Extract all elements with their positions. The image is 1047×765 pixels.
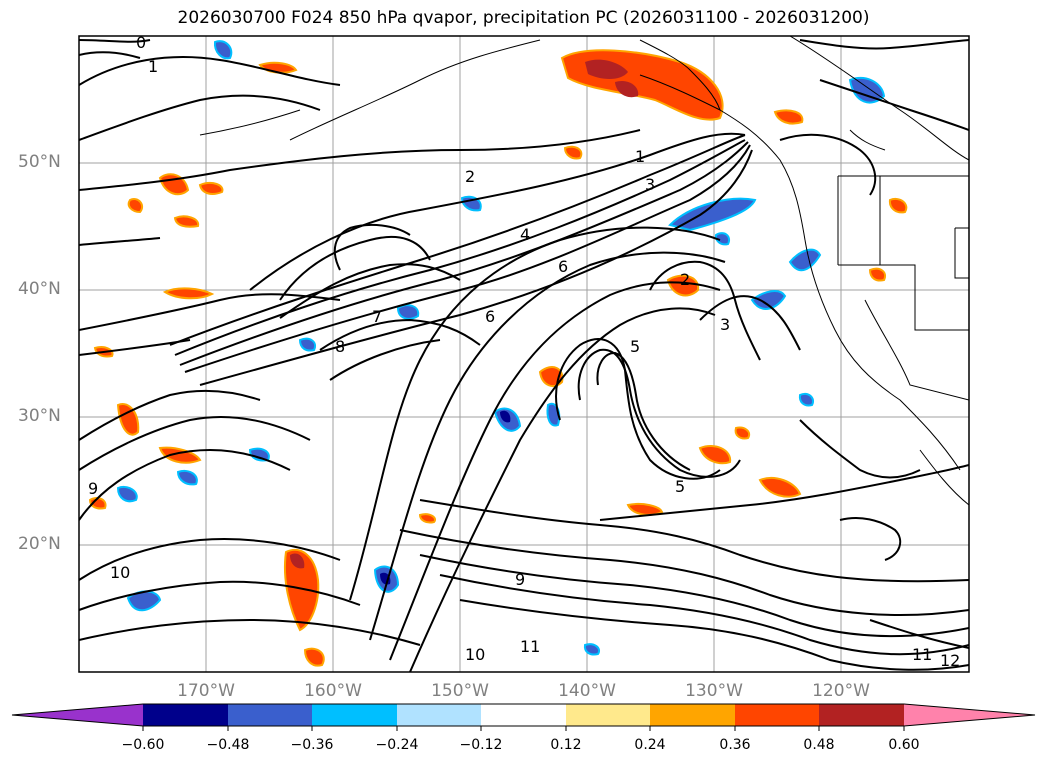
contour-label: 5 (630, 337, 640, 356)
colorbar-tick-label: 0.24 (634, 737, 666, 753)
lon-label: 130°W (685, 681, 743, 701)
colorbar-segment (819, 704, 904, 726)
map-title: 2026030700 F024 850 hPa qvapor, precipit… (177, 8, 870, 28)
colorbar-tick-label: 0.12 (550, 737, 582, 753)
map-panel[interactable]: 0 1 2 3 4 5 6 7 8 9 10 11 12 1 2 5 6 3 9… (0, 0, 1047, 700)
colorbar-extend-max (904, 704, 1035, 726)
contour-label: 3 (720, 315, 730, 334)
lon-label: 120°W (812, 681, 870, 701)
colorbar-segment (481, 704, 566, 726)
coastlines (199, 36, 969, 506)
colorbar-tick-label: 0.60 (888, 737, 920, 753)
colorbar-segment (143, 704, 228, 726)
contour-label: 9 (515, 570, 525, 589)
colorbar-segment (735, 704, 819, 726)
colorbar-tick-label: 0.36 (719, 737, 751, 753)
contour-label: 6 (485, 307, 495, 326)
colorbar-tick-label: −0.12 (459, 737, 503, 753)
contour-label: 12 (940, 651, 960, 670)
colorbar-tick-label: −0.36 (290, 737, 334, 753)
contour-label: 2 (680, 270, 690, 289)
lat-label: 50°N (18, 152, 61, 172)
contour-label: 1 (635, 147, 645, 166)
lon-label: 140°W (558, 681, 616, 701)
colorbar-segment (228, 704, 312, 726)
contour-label: 10 (110, 563, 130, 582)
colorbar-tick-label: −0.60 (121, 737, 165, 753)
colorbar-outline (11, 703, 1036, 727)
colorbar-segment (397, 704, 481, 726)
lat-label: 20°N (18, 534, 61, 554)
contour-label: 5 (675, 477, 685, 496)
colorbar-tick-label: 0.48 (803, 737, 835, 753)
colorbar-segment (650, 704, 735, 726)
contour-label: 11 (912, 645, 932, 664)
graticule (79, 36, 969, 672)
contour-label: 7 (372, 307, 382, 326)
contour-label: 8 (335, 337, 345, 356)
qvapor-contours (79, 39, 969, 672)
colorbar-tick-label: −0.48 (206, 737, 250, 753)
contour-label: 2 (465, 167, 475, 186)
contour-label: 9 (88, 479, 98, 498)
lon-label: 170°W (177, 681, 235, 701)
contour-label: 1 (148, 57, 158, 76)
contour-labels: 0 1 2 3 4 5 6 7 8 9 10 11 12 1 2 5 6 3 9… (88, 33, 960, 670)
contour-label: 4 (520, 225, 530, 244)
contour-label: 11 (520, 637, 540, 656)
lat-label: 30°N (18, 406, 61, 426)
colorbar-tick-label: −0.24 (375, 737, 419, 753)
contour-label: 0 (136, 33, 146, 52)
map-frame (78, 35, 970, 673)
map-background (79, 36, 969, 672)
colorbar-segment (312, 704, 397, 726)
lat-label: 40°N (18, 279, 61, 299)
colorbar-segment (566, 704, 650, 726)
precip-positive-patches (88, 49, 908, 667)
contour-label: 10 (465, 645, 485, 664)
contour-label: 6 (558, 257, 568, 276)
contour-label: 3 (645, 175, 655, 194)
lon-label: 160°W (304, 681, 362, 701)
colorbar-extend-min (12, 704, 143, 726)
lon-label: 150°W (431, 681, 489, 701)
